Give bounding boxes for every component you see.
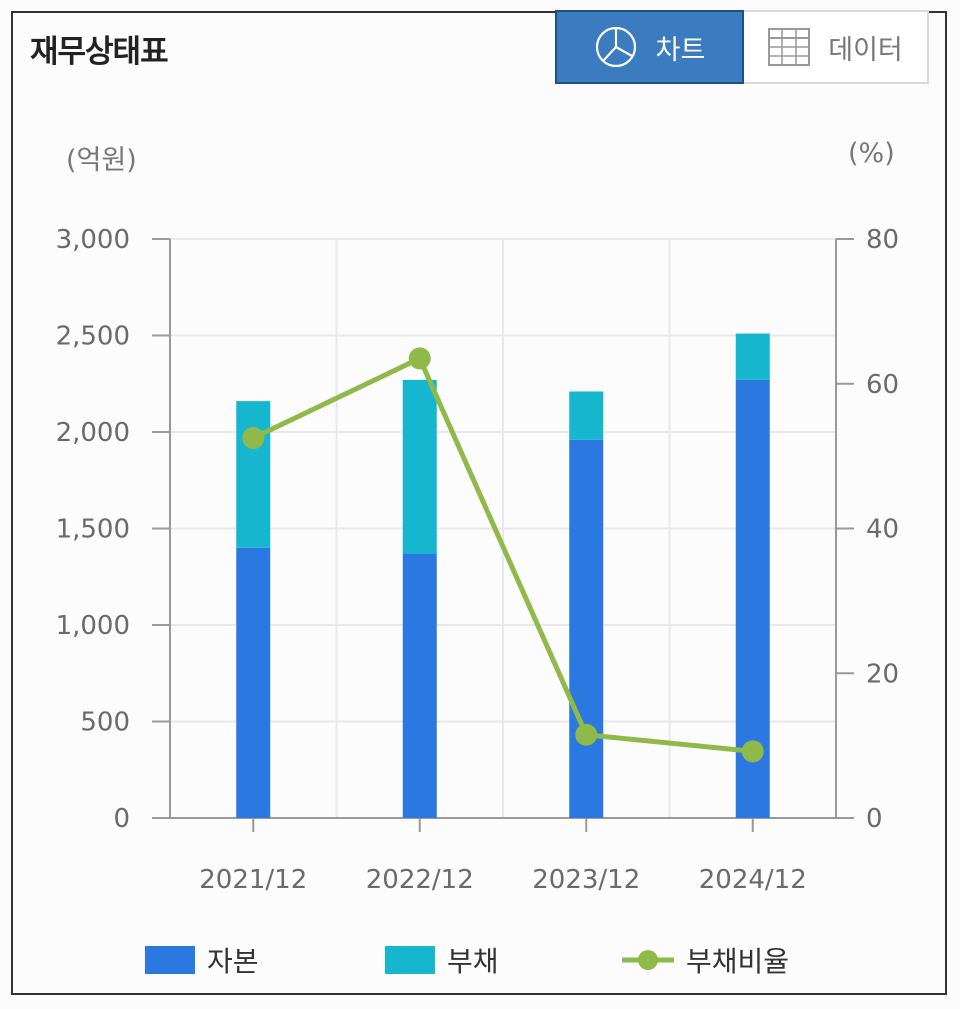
right-axis-tick-label: 80 [866,225,899,255]
right-axis-tick-label: 0 [866,804,883,834]
bar-liability [569,391,604,440]
table-grid-icon [768,28,811,66]
left-axis-unit: (억원) [66,145,137,176]
x-axis-tick-label: 2023/12 [532,865,640,895]
chart-panel [11,11,947,995]
left-axis-tick-label: 500 [80,708,130,738]
left-axis-tick-label: 2,000 [56,418,130,448]
point-debt-ratio [242,427,265,450]
left-axis-tick-label: 1,500 [56,515,130,545]
bar-liability [735,333,770,380]
legend-item-equity[interactable]: 자본 [145,940,259,980]
legend-label-equity: 자본 [207,945,259,978]
tab-data-label: 데이터 [828,34,903,66]
left-axis-tick-label: 2,500 [56,322,130,352]
x-axis-tick-label: 2024/12 [699,865,807,895]
right-axis-tick-label: 60 [866,370,899,400]
pie-chart-icon [594,25,638,69]
tab-chart[interactable]: 차트 [555,10,744,84]
left-axis-tick-label: 3,000 [56,225,130,255]
bar-liability [236,401,271,548]
x-axis-tick-label: 2022/12 [366,865,474,895]
bar-equity [236,547,271,818]
line-debt-ratio [252,355,753,754]
legend-swatch-equity [145,946,195,974]
legend-label-ratio: 부채비율 [686,945,790,978]
bar-equity [402,553,437,818]
chart-legend: 자본 부채 부채비율 [0,940,960,990]
x-axis-tick-label: 2021/12 [199,865,307,895]
legend-swatch-ratio [622,950,674,970]
tab-chart-label: 차트 [655,34,706,66]
bar-equity [569,439,604,818]
view-tabs: 차트 데이터 [555,10,929,84]
left-axis-tick-label: 1,000 [56,611,130,641]
financial-chart: 0 500 1,000 1,500 2,000 2,500 3,000 0 20 40 60 80 20… [56,225,900,895]
point-debt-ratio [741,740,764,763]
left-axis-tick-label: 0 [113,804,130,834]
bar-liability [402,379,437,554]
right-axis-unit: (%) [848,138,895,169]
legend-item-ratio[interactable]: 부채비율 [622,940,789,980]
legend-label-liability: 부채 [447,945,499,978]
legend-item-liability[interactable]: 부채 [385,940,499,980]
page-title: 재무상태표 [30,34,169,70]
right-axis-tick-label: 20 [866,659,899,689]
legend-swatch-liability [385,946,435,974]
point-debt-ratio [575,723,598,746]
tab-data[interactable]: 데이터 [744,10,929,84]
right-axis-tick-label: 40 [866,515,899,545]
point-debt-ratio [408,347,431,370]
